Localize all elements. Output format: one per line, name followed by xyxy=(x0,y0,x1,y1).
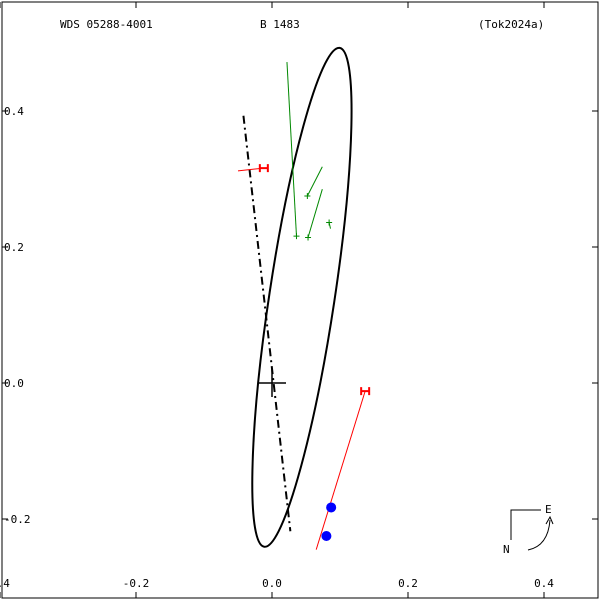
x-tick-label: -0.2 xyxy=(123,577,150,590)
line-of-nodes-group xyxy=(242,115,292,532)
y-tick-label: 0.2 xyxy=(4,241,24,254)
compass-east-label: E xyxy=(545,503,552,516)
y-tick-label: 0.4 xyxy=(4,105,24,118)
blue-observation-point xyxy=(321,531,332,541)
y-tick-label: -0.2 xyxy=(4,513,31,526)
x-tick-label: 0.4 xyxy=(0,577,10,590)
wds-id-label: WDS 05288-4001 xyxy=(60,18,153,31)
green-observation-point xyxy=(305,234,312,241)
orbit-group xyxy=(251,46,353,548)
green-observation-point xyxy=(304,193,311,199)
primary-star-cross xyxy=(258,369,286,397)
green-residual-line xyxy=(306,166,323,197)
green-observation-point xyxy=(293,233,300,240)
discoverer-label: B 1483 xyxy=(260,18,300,31)
x-tick-label: 0.2 xyxy=(398,577,418,590)
compass-arrowhead xyxy=(545,515,554,525)
red-residual-line xyxy=(315,391,366,550)
observations-group xyxy=(237,62,371,550)
red-observation-point xyxy=(360,387,371,396)
reference-label: (Tok2024a) xyxy=(478,18,544,31)
green-residual-line xyxy=(286,62,297,237)
compass-arrow xyxy=(527,519,551,551)
line-of-nodes xyxy=(242,115,292,532)
compass-north-label: N xyxy=(503,543,510,556)
primary-star-group xyxy=(258,369,286,397)
y-tick-label: 0.0 xyxy=(4,377,24,390)
orbit-ellipse xyxy=(251,46,353,548)
red-observation-point xyxy=(258,164,269,173)
x-tick-label: 0.0 xyxy=(262,577,282,590)
compass-axes xyxy=(510,509,541,540)
compass: E N xyxy=(503,503,554,556)
x-tick-label: 0.4 xyxy=(534,577,554,590)
blue-observation-point xyxy=(326,502,337,513)
green-observation-point xyxy=(326,219,333,226)
green-residual-line xyxy=(307,189,323,238)
